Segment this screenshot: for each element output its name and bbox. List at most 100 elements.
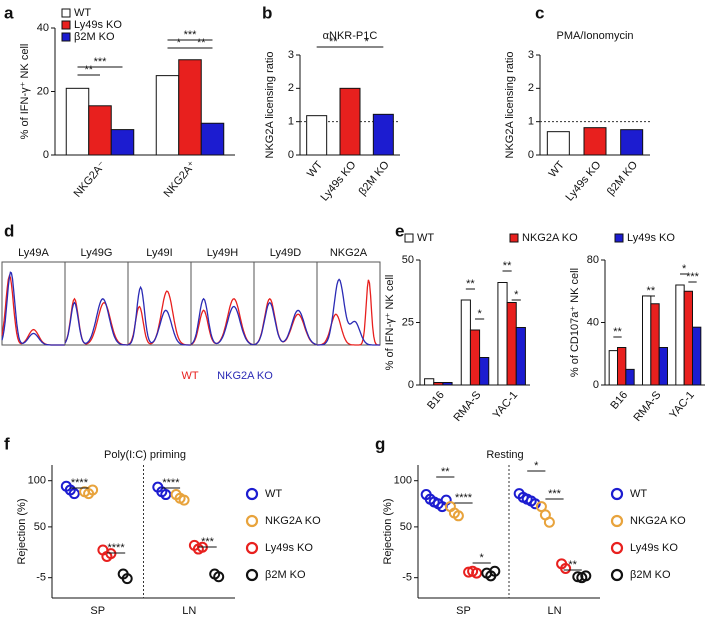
significance-label: *** [201,536,215,548]
point [489,565,501,577]
significance-label: * [365,36,370,48]
chart-title: Poly(I:C) priming [104,449,186,461]
bar [497,282,508,386]
legend-swatch [61,8,71,18]
legend-marker [610,568,624,582]
y-tick-label: -5 [36,572,46,584]
bar [200,122,225,156]
bar [424,378,435,386]
x-tick-label: SP [90,605,105,617]
legend-label: Ly49s KO [630,542,678,554]
significance-label: *** [548,488,562,500]
legend-label: NKG2A KO [630,515,686,527]
y-axis-label: NKG2A licensing ratio [264,52,276,159]
x-tick-label: B16 [608,389,630,412]
point [580,570,592,582]
chart-title: αNKR-P1C [323,30,378,42]
x-tick-label: RMA-S [632,389,664,424]
y-tick-label: 25 [402,316,414,328]
panel-letter: a [4,3,14,22]
bar [583,127,607,156]
bar [515,327,526,386]
x-tick-label: β2M KO [357,159,393,198]
y-tick-label: 1 [288,116,294,128]
legend-marker [610,487,624,501]
significance-label: ** [647,285,656,297]
bar [617,347,627,386]
y-axis-label: % of CD107a⁺ NK cell [569,268,581,377]
y-axis-label: Rejection (%) [16,498,28,564]
panel-letter: g [375,434,385,453]
x-tick-label: RMA-S [452,389,484,424]
bar [339,87,361,156]
y-axis-label: NKG2A licensing ratio [504,52,516,159]
y-tick-label: 50 [402,254,414,266]
y-axis-label: % of IFN-γ⁺ NK cell [384,275,396,371]
histogram-curve [1,271,65,346]
bar [442,382,453,386]
point [529,498,541,510]
panel-letter: c [535,3,544,22]
legend-marker [610,541,624,555]
y-tick-label: 0 [408,379,414,391]
legend-swatch [614,233,624,243]
x-tick-label: Ly49s KO [319,159,359,204]
y-tick-label: 100 [394,475,412,487]
y-tick-label: 0 [288,149,294,161]
significance-label: **** [162,477,180,489]
histogram-label: NKG2A [330,247,368,259]
x-tick-label: WT [305,159,325,180]
panel-letter: d [4,221,14,240]
legend-swatch [61,32,71,42]
bar [306,115,328,156]
bar [675,284,685,386]
legend-label: β2M KO [630,569,671,581]
bar [625,368,635,386]
legend-marker [245,568,259,582]
histogram-curve [190,297,255,346]
bar [155,75,180,156]
bar [608,350,619,386]
significance-label: ** [84,64,93,76]
significance-label: ** [568,559,577,571]
x-tick-label: NKG2A⁻ [72,159,109,200]
y-tick-label: 3 [528,49,534,61]
histogram-curve [316,279,380,346]
significance-label: **** [71,477,89,489]
legend-label: Ly49s KO [627,232,675,244]
point [178,494,190,506]
bar [433,382,444,386]
y-axis-label: % of IFN-γ⁺ NK cell [19,44,31,140]
bar [110,129,135,156]
point [560,562,572,574]
legend-swatch [61,20,71,30]
y-tick-label: 50 [400,521,412,533]
point [160,489,172,501]
significance-label: * [514,289,519,301]
significance-label: ** [441,466,450,478]
y-tick-label: 50 [34,521,46,533]
y-tick-label: 1 [528,116,534,128]
y-tick-label: 2 [288,82,294,94]
point [87,484,99,496]
x-tick-label: YAC-1 [667,389,697,421]
bar [506,302,517,386]
bar [650,303,660,386]
x-tick-label: YAC-1 [491,389,521,421]
histogram-label: Ly49I [146,247,173,259]
legend-marker [610,514,624,528]
point [543,516,555,528]
bar [88,105,112,156]
histogram-curve [127,290,191,346]
histogram-label: Ly49A [18,247,49,259]
x-tick-label: WT [547,159,567,180]
y-tick-label: 0 [593,379,599,391]
significance-label: *** [686,271,700,283]
bar [460,299,471,386]
legend-label: WT [265,488,282,500]
y-tick-label: 2 [528,82,534,94]
y-tick-label: 3 [288,49,294,61]
bar [658,347,669,386]
histogram-curve [127,285,191,346]
